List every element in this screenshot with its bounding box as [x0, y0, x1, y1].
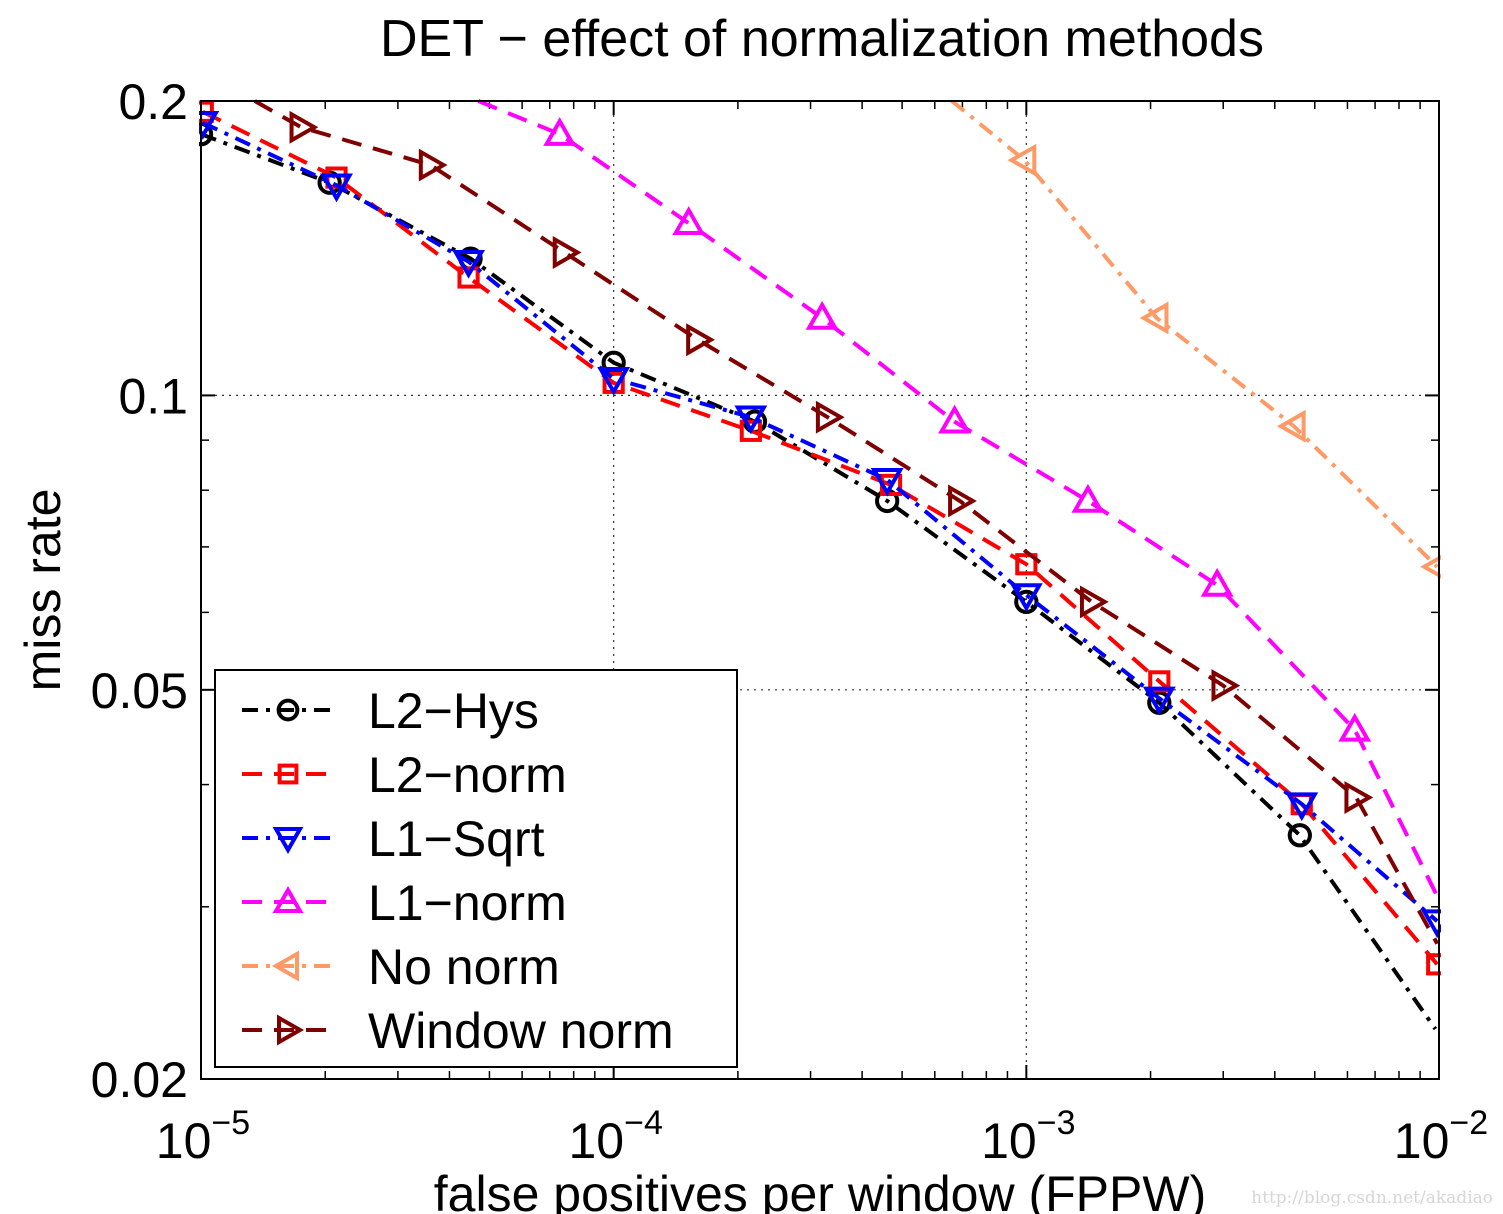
series-layer: [199, 99, 1441, 1031]
legend-item-l1-sqrt: L1−Sqrt: [242, 811, 545, 867]
data-point-l2-norm: [1015, 553, 1038, 576]
legend-label: L2−norm: [368, 747, 567, 803]
data-point-window-norm: [289, 110, 319, 144]
data-point-window-norm: [1079, 585, 1109, 619]
data-point-no-norm: [1139, 301, 1169, 335]
data-point-window-norm: [1344, 781, 1374, 814]
x-tick-labels: 10−5 10−4 10−3 10−2: [156, 1104, 1488, 1169]
data-point-l1-sqrt: [1285, 792, 1319, 822]
y-tick-label: 0.1: [118, 368, 188, 424]
legend-marker: [276, 698, 300, 722]
legend-marker: [272, 827, 304, 855]
series-no-norm: [950, 99, 1441, 579]
series-window-norm: [253, 99, 1439, 945]
data-point-window-norm: [686, 323, 715, 357]
legend-item-l2-hys: L2−Hys: [242, 683, 539, 739]
legend-marker: [271, 950, 299, 982]
data-point-l1-sqrt: [1009, 583, 1043, 613]
y-tick-label: 0.02: [91, 1052, 188, 1108]
series-line-l1-sqrt: [201, 120, 1439, 923]
watermark: http://blog.csdn.net/akadiao: [1251, 1188, 1493, 1208]
legend-item-l1-norm: L1−norm: [242, 875, 567, 931]
data-point-l1-sqrt: [870, 467, 904, 497]
data-point-l1-norm: [672, 206, 706, 235]
data-point-l1-sqrt: [199, 111, 220, 140]
chart-title: DET − effect of normalization methods: [380, 10, 1264, 68]
legend-label: L2−Hys: [368, 683, 539, 739]
data-point-l1-sqrt: [734, 405, 768, 435]
data-point-window-norm: [552, 236, 582, 269]
y-tick-labels: 0.2 0.1 0.05 0.02: [91, 74, 188, 1108]
data-point-window-norm: [418, 148, 448, 182]
x-tick-label: 10−3: [981, 1104, 1075, 1169]
legend-item-window-norm: Window norm: [242, 1003, 674, 1059]
series-l1-sqrt: [199, 111, 1441, 939]
series-line-no-norm: [950, 99, 1439, 569]
x-tick-label: 10−2: [1394, 1104, 1488, 1169]
data-point-l1-sqrt: [597, 366, 631, 396]
series-line-l1-norm: [477, 99, 1441, 901]
legend-label: L1−norm: [368, 875, 567, 931]
data-point-no-norm: [1276, 409, 1306, 443]
data-point-l2-norm: [739, 419, 762, 442]
legend-box: [214, 669, 738, 1068]
data-point-l1-norm: [805, 300, 839, 330]
legend-item-l2-norm: L2−norm: [242, 747, 567, 803]
legend-label: No norm: [368, 939, 560, 995]
series-line-l2-norm: [201, 110, 1439, 966]
data-point-l2-hys: [1287, 823, 1312, 848]
data-point-l1-sqrt: [452, 249, 486, 279]
data-point-window-norm: [815, 400, 845, 434]
y-tick-label: 0.05: [91, 663, 188, 719]
series-l1-norm: [477, 99, 1441, 901]
data-point-l1-norm: [1200, 567, 1234, 597]
data-point-l1-norm: [1071, 483, 1105, 513]
data-point-window-norm: [1211, 669, 1241, 703]
data-point-no-norm: [1420, 554, 1441, 579]
x-tick-label: 10−4: [568, 1104, 662, 1169]
data-point-l2-norm: [1426, 953, 1441, 976]
x-axis-label: false positives per window (FPPW): [434, 1166, 1206, 1214]
data-point-no-norm: [1007, 143, 1037, 177]
y-tick-label: 0.2: [118, 74, 188, 130]
data-point-l1-sqrt: [320, 173, 353, 203]
plot-frame: [200, 100, 1440, 1080]
grid-lines: [201, 101, 1439, 1079]
x-tick-label: 10−5: [156, 1104, 250, 1169]
data-point-l1-norm: [543, 117, 577, 146]
data-point-l1-sqrt: [1420, 909, 1441, 939]
legend-label: Window norm: [368, 1003, 674, 1059]
y-axis-label: miss rate: [15, 489, 71, 692]
data-point-l1-norm: [1338, 712, 1372, 742]
legend-marker: [277, 1014, 305, 1046]
data-point-l1-norm: [938, 404, 972, 434]
data-point-window-norm: [948, 484, 977, 518]
legend-marker: [277, 763, 299, 785]
data-point-l2-norm: [457, 266, 480, 289]
data-point-l1-sqrt: [1142, 686, 1176, 716]
legend-item-no-norm: No norm: [242, 939, 560, 995]
series-line-window-norm: [253, 99, 1439, 945]
legend-marker: [272, 885, 304, 913]
legend: L2−Hys L2−norm L1−Sqrt L1−norm No norm Window…: [214, 669, 738, 1068]
legend-label: L1−Sqrt: [368, 811, 545, 867]
